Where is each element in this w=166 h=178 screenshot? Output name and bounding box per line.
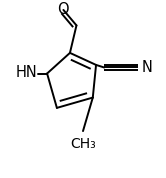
Text: CH₃: CH₃: [70, 137, 96, 151]
Text: O: O: [58, 2, 69, 17]
Text: HN: HN: [16, 65, 38, 80]
Text: N: N: [142, 60, 153, 75]
